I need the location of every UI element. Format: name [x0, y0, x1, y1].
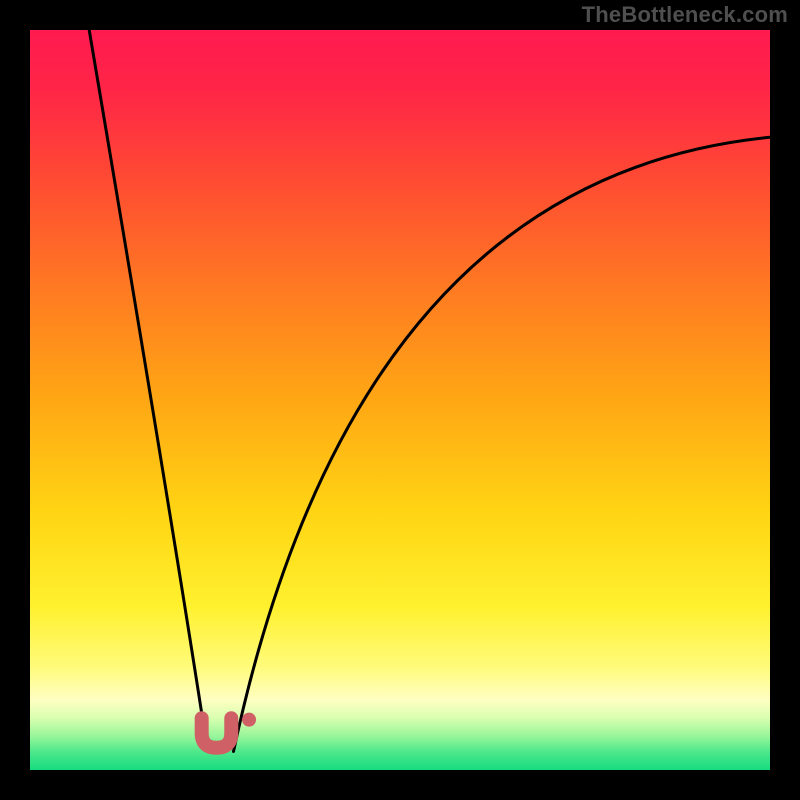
bottleneck-chart: [0, 0, 800, 800]
marker-dot: [242, 713, 256, 727]
gradient-background: [30, 30, 770, 770]
watermark-text: TheBottleneck.com: [582, 2, 788, 28]
chart-frame: TheBottleneck.com: [0, 0, 800, 800]
